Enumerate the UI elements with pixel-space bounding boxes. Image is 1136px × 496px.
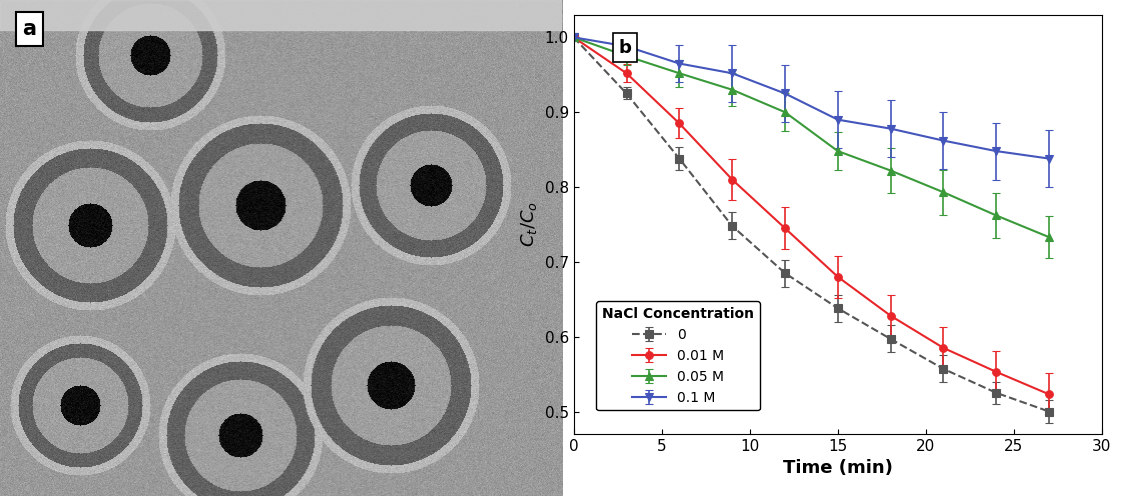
Legend: 0, 0.01 M, 0.05 M, 0.1 M: 0, 0.01 M, 0.05 M, 0.1 M <box>596 302 760 410</box>
Text: b: b <box>619 39 632 57</box>
Text: a: a <box>23 19 36 39</box>
Bar <box>0 0 562 30</box>
Y-axis label: $\mathit{C_t/C_o}$: $\mathit{C_t/C_o}$ <box>519 201 538 248</box>
X-axis label: Time (min): Time (min) <box>783 459 893 478</box>
